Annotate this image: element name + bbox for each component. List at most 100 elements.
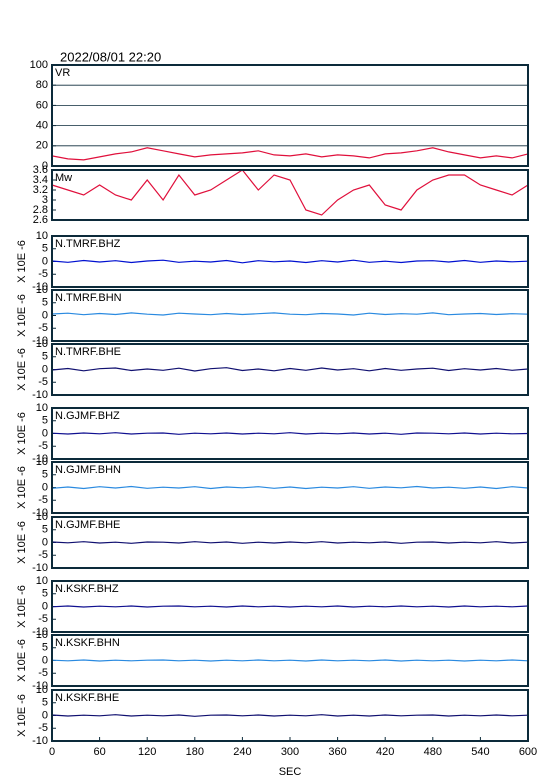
data-line [51,147,529,161]
y-tick-label: -5 [38,667,48,679]
data-line [51,432,529,435]
panel-frame [51,407,529,460]
y-tick-label: 5 [42,297,48,309]
y-tick-label: -10 [32,680,48,692]
legend-label: N.KSKF.BHZ [55,583,119,595]
y-axis-label: X 10E -6 [16,412,28,455]
x-axis-label: SEC [279,766,302,778]
y-tick-label: 10 [36,511,48,523]
legend-label: N.KSKF.BHE [55,692,119,704]
y-tick-label: 3.6 [33,164,48,176]
y-tick-label: 2.8 [33,204,48,216]
legend-label: N.GJMF.BHZ [55,410,120,422]
y-tick-label: 10 [36,684,48,696]
y-axis-label: X 10E -6 [16,639,28,682]
y-tick-label: 80 [36,79,48,91]
y-tick-label: 20 [36,140,48,152]
x-tick-label: 540 [471,746,489,758]
data-line [51,659,529,662]
data-line [51,169,529,216]
legend-label: Mw [55,172,72,184]
panel-frame [51,343,529,396]
y-axis-label: X 10E -6 [16,240,28,283]
y-tick-label: -5 [38,268,48,280]
panel-frame [51,516,529,569]
y-tick-label: 10 [36,402,48,414]
y-tick-label: -5 [38,322,48,334]
y-tick-label: 40 [36,120,48,132]
y-tick-label: -10 [32,281,48,293]
y-tick-label: 3 [42,194,48,206]
y-axis-label: X 10E -6 [16,521,28,564]
y-tick-label: 10 [36,338,48,350]
x-tick-label: 480 [424,746,442,758]
y-axis-label: X 10E -6 [16,694,28,737]
data-line [51,541,529,544]
y-tick-label: -10 [32,335,48,347]
legend-label: N.TMRF.BHZ [55,238,121,250]
legend-label: VR [55,67,70,79]
y-tick-label: 0 [42,427,48,439]
x-tick-label: 60 [93,746,105,758]
y-tick-label: -10 [32,389,48,401]
y-tick-label: 0 [42,709,48,721]
y-tick-label: 5 [42,415,48,427]
y-tick-label: 5 [42,524,48,536]
chart-title: 2022/08/01 22:20 [60,49,161,64]
y-tick-label: -10 [32,507,48,519]
legend-label: N.TMRF.BHN [55,292,122,304]
legend-label: N.TMRF.BHE [55,346,121,358]
y-tick-label: -5 [38,722,48,734]
y-tick-label: 2.6 [33,214,48,226]
panel-frame [51,64,529,167]
y-tick-label: 0 [42,536,48,548]
data-line [51,485,529,490]
x-tick-label: 180 [186,746,204,758]
y-tick-label: 0 [42,363,48,375]
y-tick-label: 3.2 [33,184,48,196]
legend-label: N.GJMF.BHN [55,464,121,476]
y-tick-label: -5 [38,613,48,625]
y-tick-label: 10 [36,456,48,468]
y-tick-label: -5 [38,440,48,452]
y-tick-label: 0 [42,309,48,321]
x-tick-label: 360 [328,746,346,758]
legend-label: N.GJMF.BHE [55,519,120,531]
y-tick-label: -10 [32,562,48,574]
y-axis-label: X 10E -6 [16,585,28,628]
data-line [51,367,529,372]
y-axis-label: X 10E -6 [16,348,28,391]
panel-frame [51,289,529,342]
x-tick-label: 420 [376,746,394,758]
y-tick-label: 5 [42,351,48,363]
y-tick-label: 10 [36,575,48,587]
data-line [51,605,529,608]
y-tick-label: 0 [42,255,48,267]
y-tick-label: 5 [42,642,48,654]
y-tick-label: 0 [42,654,48,666]
x-tick-label: 120 [138,746,156,758]
y-tick-label: -5 [38,549,48,561]
data-line [51,259,529,264]
data-line [51,714,529,717]
y-tick-label: 100 [30,59,48,71]
panel-frame [51,235,529,288]
y-axis-label: X 10E -6 [16,294,28,337]
y-tick-label: -10 [32,453,48,465]
y-tick-label: 0 [42,160,48,172]
y-tick-label: 0 [42,481,48,493]
y-tick-label: -10 [32,626,48,638]
data-line [51,312,529,316]
y-tick-label: 10 [36,629,48,641]
legend-label: N.KSKF.BHN [55,637,120,649]
panel-frame [51,169,529,221]
x-tick-label: 240 [233,746,251,758]
panel-frame [51,580,529,633]
x-tick-label: 600 [519,746,537,758]
y-tick-label: -5 [38,376,48,388]
y-tick-label: -10 [32,735,48,747]
y-tick-label: 5 [42,697,48,709]
y-axis-label: X 10E -6 [16,466,28,509]
y-tick-label: 10 [36,230,48,242]
